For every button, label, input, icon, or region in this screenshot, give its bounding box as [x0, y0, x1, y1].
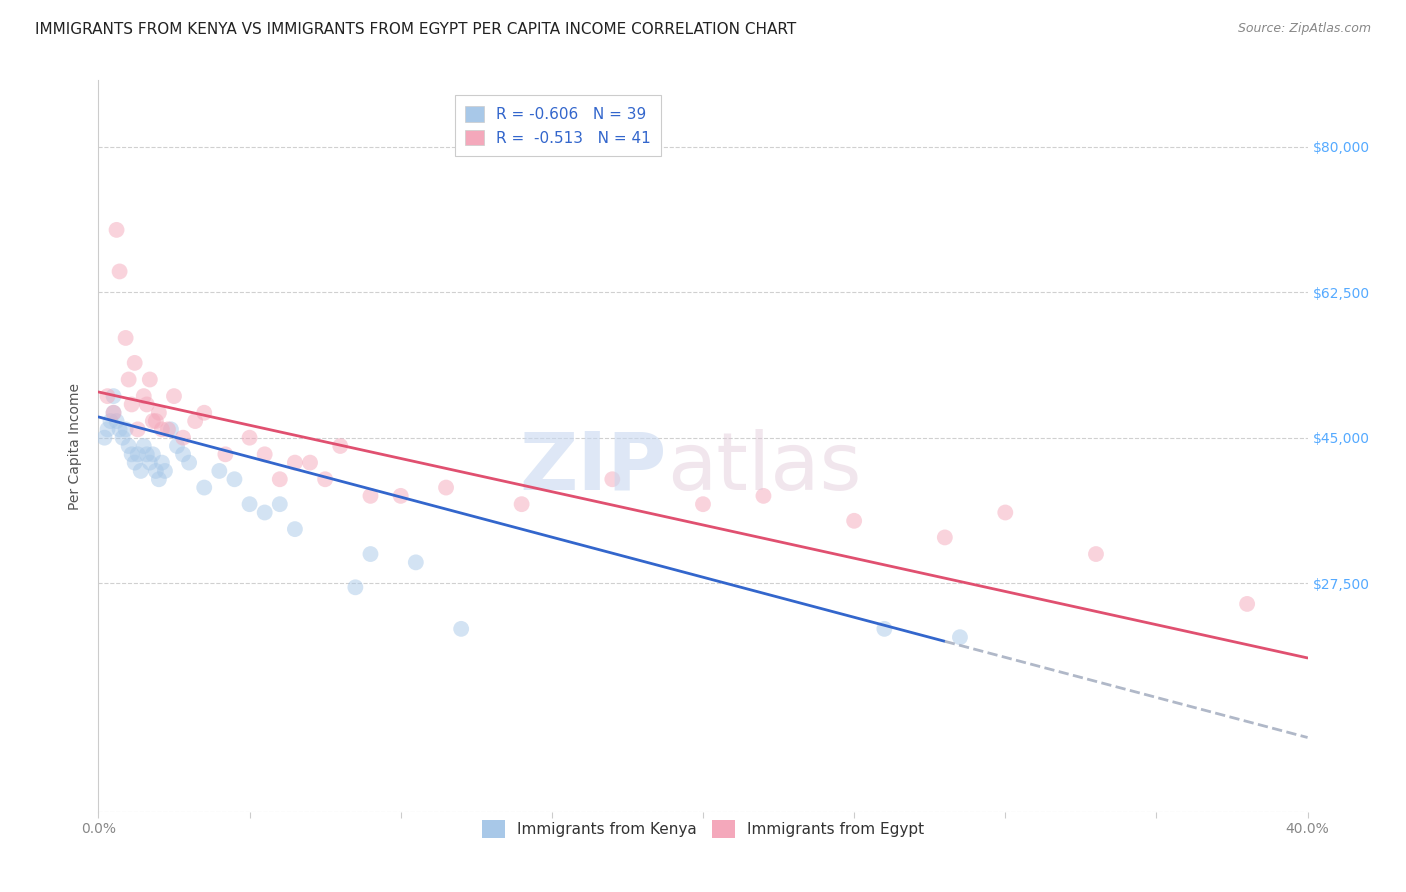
Point — [239, 497, 262, 511]
Point — [389, 489, 412, 503]
Point — [103, 406, 125, 420]
Y-axis label: Per Capita Income: Per Capita Income — [69, 383, 83, 509]
Point — [214, 447, 236, 461]
Point — [949, 630, 972, 644]
Point — [253, 506, 276, 520]
Point — [145, 464, 167, 478]
Point — [111, 431, 134, 445]
Point — [93, 431, 115, 445]
Point — [114, 331, 136, 345]
Point — [434, 481, 457, 495]
Point — [135, 397, 157, 411]
Point — [127, 422, 149, 436]
Point — [118, 372, 141, 386]
Point — [314, 472, 336, 486]
Point — [224, 472, 246, 486]
Point — [692, 497, 714, 511]
Point — [994, 506, 1017, 520]
Point — [934, 530, 956, 544]
Point — [148, 406, 170, 420]
Point — [284, 456, 307, 470]
Point — [1236, 597, 1258, 611]
Point — [124, 456, 146, 470]
Point — [148, 472, 170, 486]
Point — [873, 622, 896, 636]
Point — [96, 422, 118, 436]
Point — [135, 447, 157, 461]
Text: ZIP: ZIP — [519, 429, 666, 507]
Point — [132, 439, 155, 453]
Text: IMMIGRANTS FROM KENYA VS IMMIGRANTS FROM EGYPT PER CAPITA INCOME CORRELATION CHA: IMMIGRANTS FROM KENYA VS IMMIGRANTS FROM… — [35, 22, 796, 37]
Point — [163, 389, 186, 403]
Point — [172, 447, 194, 461]
Point — [145, 414, 167, 428]
Point — [105, 414, 128, 428]
Point — [100, 414, 122, 428]
Point — [127, 447, 149, 461]
Point — [96, 389, 118, 403]
Point — [602, 472, 624, 486]
Point — [193, 406, 215, 420]
Point — [269, 472, 291, 486]
Point — [114, 422, 136, 436]
Point — [129, 464, 152, 478]
Point — [360, 489, 382, 503]
Point — [132, 389, 155, 403]
Point — [156, 422, 179, 436]
Point — [184, 414, 207, 428]
Point — [844, 514, 866, 528]
Point — [150, 456, 173, 470]
Point — [105, 223, 128, 237]
Point — [284, 522, 307, 536]
Point — [108, 264, 131, 278]
Point — [344, 580, 367, 594]
Point — [752, 489, 775, 503]
Point — [142, 414, 165, 428]
Point — [179, 456, 201, 470]
Point — [269, 497, 291, 511]
Point — [360, 547, 382, 561]
Point — [160, 422, 183, 436]
Point — [153, 464, 176, 478]
Text: atlas: atlas — [666, 429, 860, 507]
Point — [142, 447, 165, 461]
Point — [239, 431, 262, 445]
Point — [121, 447, 143, 461]
Point — [124, 356, 146, 370]
Point — [405, 555, 427, 569]
Legend: Immigrants from Kenya, Immigrants from Egypt: Immigrants from Kenya, Immigrants from E… — [475, 814, 931, 845]
Point — [1085, 547, 1108, 561]
Point — [172, 431, 194, 445]
Point — [208, 464, 231, 478]
Text: Source: ZipAtlas.com: Source: ZipAtlas.com — [1237, 22, 1371, 36]
Point — [253, 447, 276, 461]
Point — [193, 481, 215, 495]
Point — [150, 422, 173, 436]
Point — [103, 389, 125, 403]
Point — [510, 497, 533, 511]
Point — [108, 422, 131, 436]
Point — [139, 456, 162, 470]
Point — [166, 439, 188, 453]
Point — [329, 439, 352, 453]
Point — [299, 456, 322, 470]
Point — [139, 372, 162, 386]
Point — [121, 397, 143, 411]
Point — [450, 622, 472, 636]
Point — [118, 439, 141, 453]
Point — [103, 406, 125, 420]
